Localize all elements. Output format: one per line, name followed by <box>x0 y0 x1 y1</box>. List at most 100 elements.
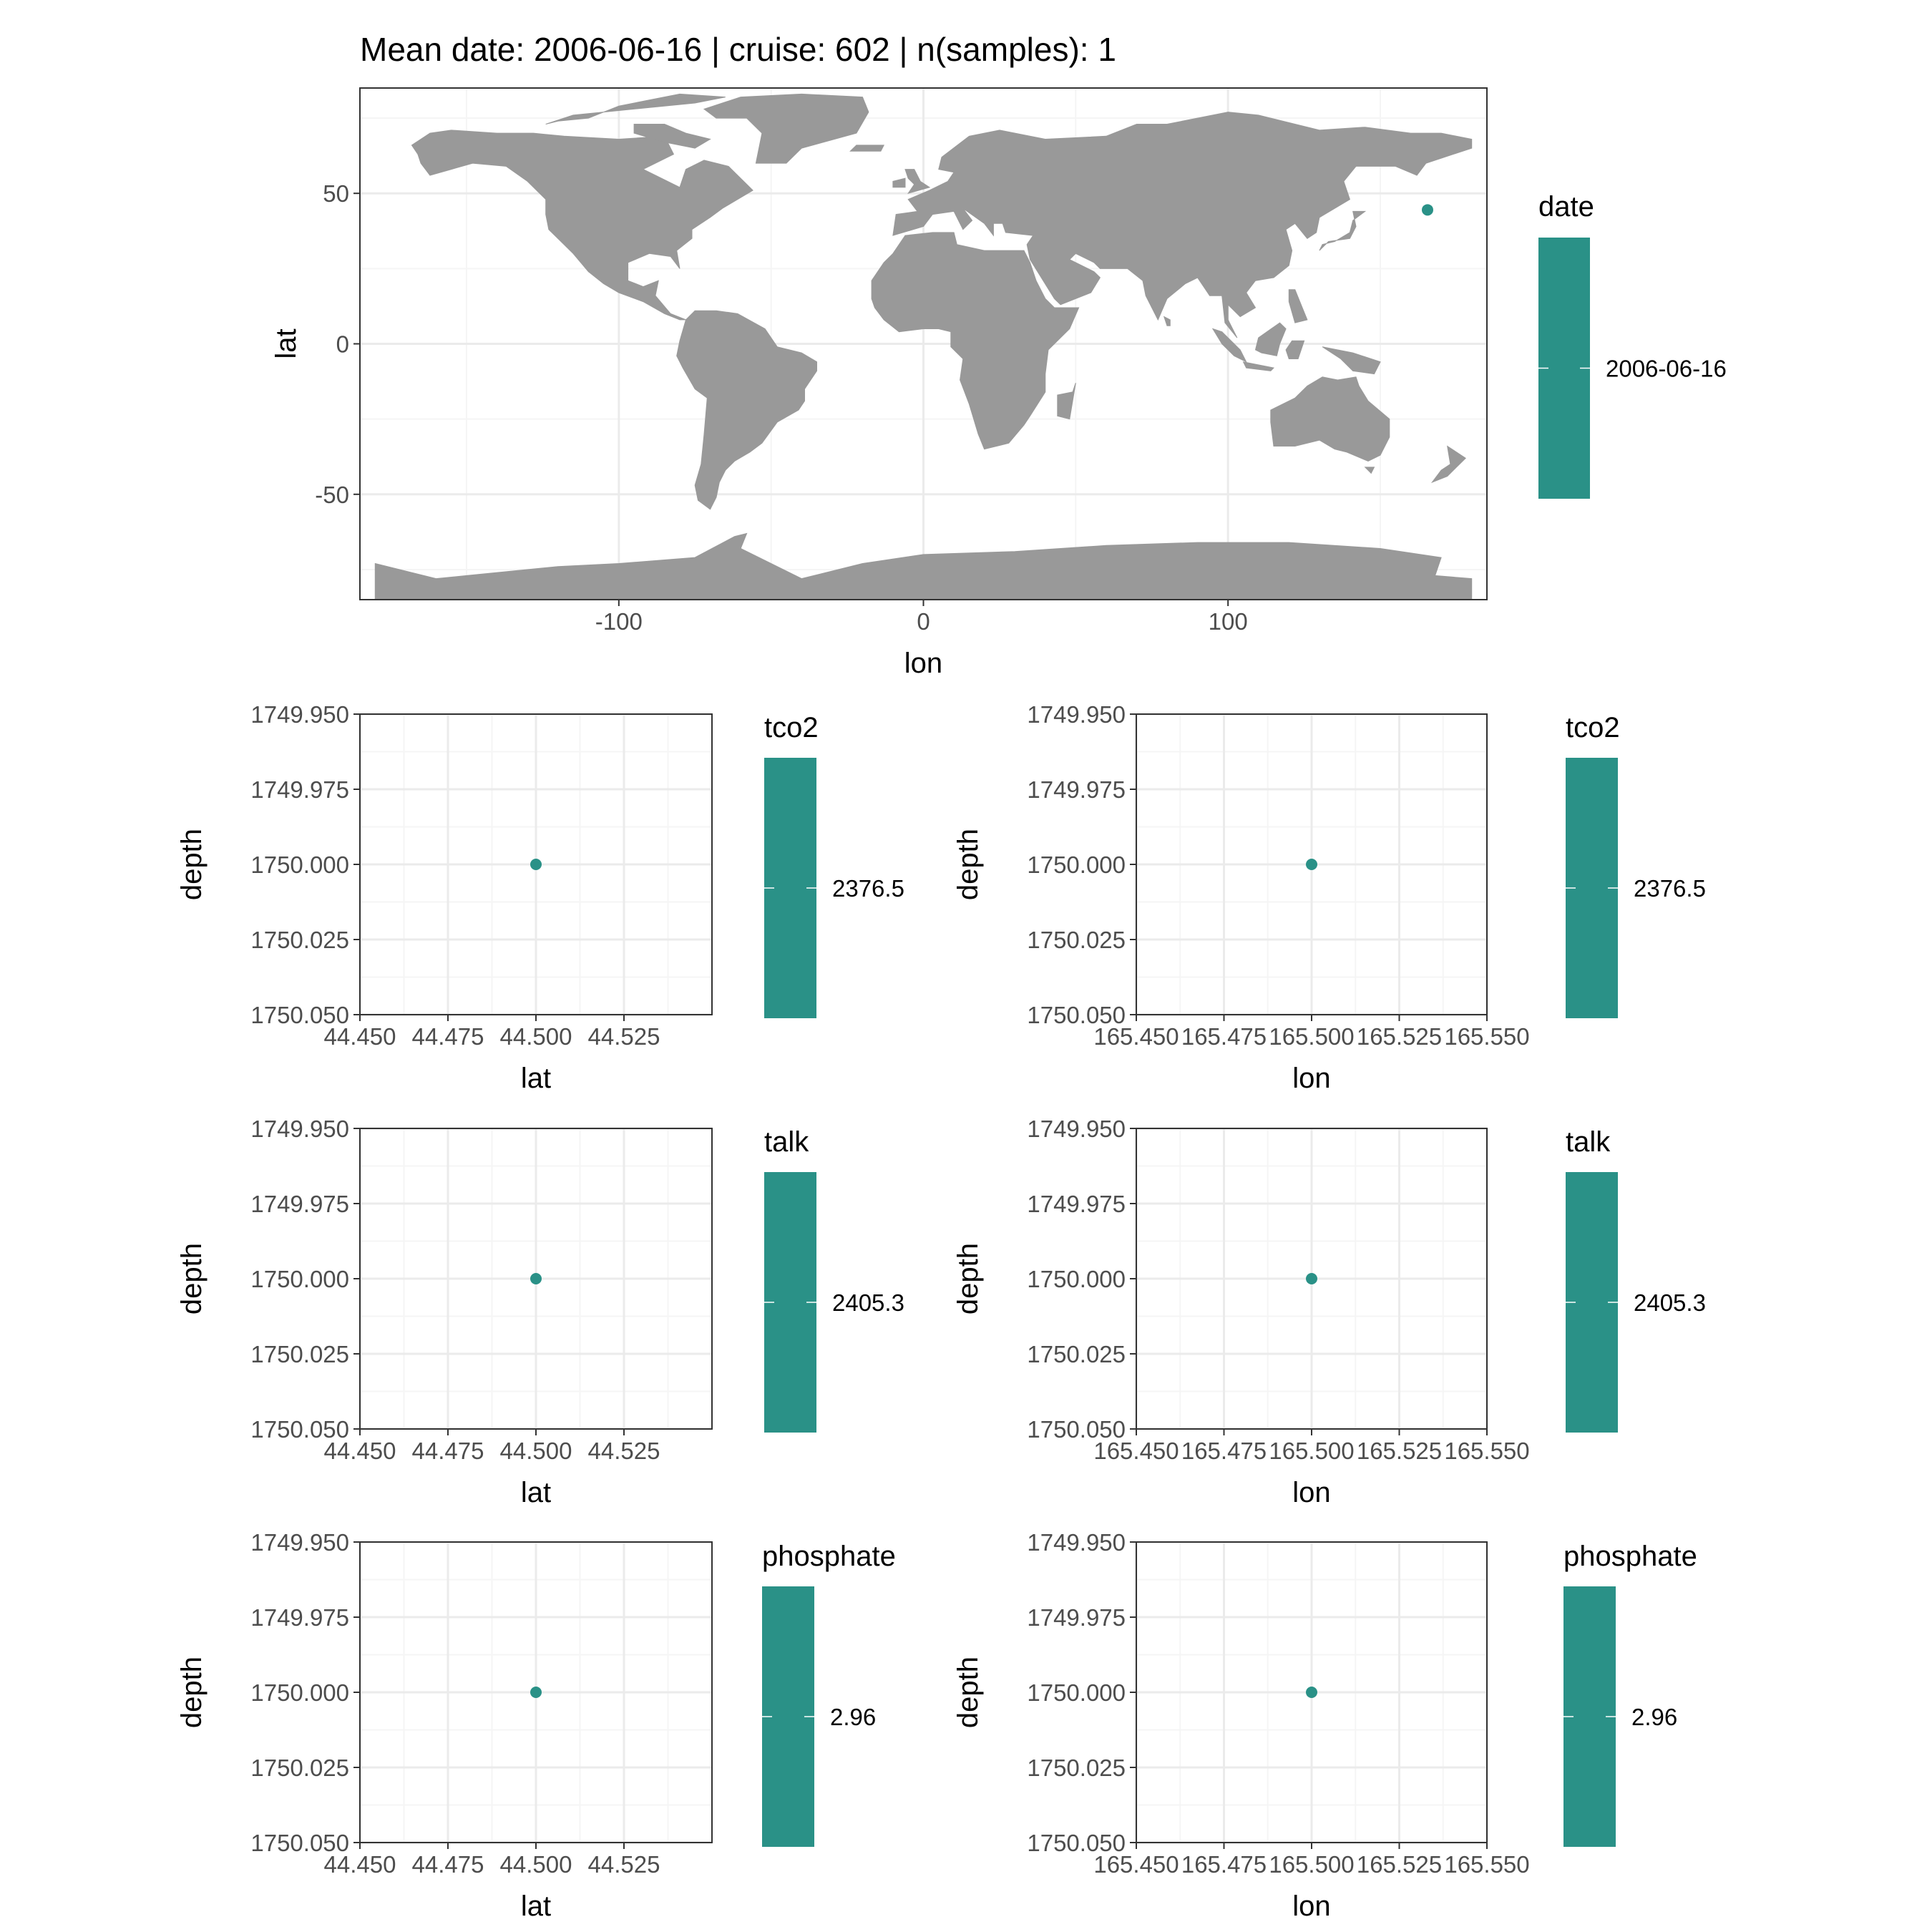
legend: tco2 2376.5 <box>1566 712 1706 1018</box>
land-mass <box>1242 361 1275 371</box>
land-mass <box>871 232 1080 450</box>
y-axis-title: depth <box>952 1657 984 1728</box>
x-tick-label: 0 <box>917 608 930 635</box>
x-tick-label: 165.550 <box>1444 1851 1529 1878</box>
panel-talk-lon: 165.450 165.475 165.500 165.525 165.550 1749.… <box>952 1116 1706 1508</box>
land-mass <box>1430 445 1466 484</box>
x-tick-label: 44.500 <box>500 1023 572 1050</box>
x-axis-title: lat <box>521 1477 551 1508</box>
legend-label: 2.96 <box>830 1704 876 1730</box>
x-tick-label: 165.525 <box>1357 1023 1442 1050</box>
x-tick-label: 100 <box>1209 608 1248 635</box>
legend-label: 2006-06-16 <box>1606 356 1727 382</box>
land-mass <box>374 532 1473 600</box>
y-tick-label: 1750.050 <box>1027 1002 1126 1028</box>
y-tick-label: 1750.025 <box>1027 927 1126 953</box>
x-axis-title: lon <box>1292 1890 1330 1922</box>
x-axis-title: lon <box>904 648 942 679</box>
y-tick-label: 1749.950 <box>250 1116 349 1142</box>
legend-label: 2376.5 <box>1634 875 1706 902</box>
data-point <box>1306 1687 1317 1698</box>
y-tick-label: 1749.950 <box>1027 1529 1126 1556</box>
y-tick-label: 1750.000 <box>1027 852 1126 878</box>
x-tick-label: 165.500 <box>1269 1023 1354 1050</box>
legend: talk 2405.3 <box>1566 1126 1706 1433</box>
panel-tco2-lat: 44.450 44.475 44.500 44.525 1749.950 1749.975… <box>176 701 904 1094</box>
y-tick-label: 1749.975 <box>250 1604 349 1631</box>
legend-title: talk <box>1566 1126 1611 1158</box>
x-axis-title: lon <box>1292 1063 1330 1094</box>
x-tick-label: 165.550 <box>1444 1438 1529 1464</box>
legend-title: date <box>1538 191 1594 223</box>
x-tick-label: 165.525 <box>1357 1851 1442 1878</box>
x-tick-label: 44.525 <box>588 1023 660 1050</box>
x-tick-label: 165.550 <box>1444 1023 1529 1050</box>
legend-title: tco2 <box>764 712 819 743</box>
x-tick-label: -100 <box>595 608 643 635</box>
x-axis-title: lat <box>521 1890 551 1922</box>
legend: phosphate 2.96 <box>762 1541 896 1847</box>
x-tick-label: 44.525 <box>588 1851 660 1878</box>
y-tick-label: 1750.050 <box>250 1002 349 1028</box>
y-tick-label: 1749.975 <box>250 776 349 803</box>
y-tick-label: 1750.000 <box>250 852 349 878</box>
land-mass <box>676 310 817 510</box>
panel-phosphate-lat: 44.450 44.475 44.500 44.525 1749.950 1749.975… <box>176 1529 896 1922</box>
y-axis-title: depth <box>952 829 984 900</box>
y-tick-label: 50 <box>323 180 349 207</box>
legend-title: tco2 <box>1566 712 1620 743</box>
land-mass <box>1254 322 1287 356</box>
x-tick-label: 165.500 <box>1269 1851 1354 1878</box>
panel-phosphate-lon: 165.450 165.475 165.500 165.525 165.550 1749.… <box>952 1529 1697 1922</box>
x-tick-label: 165.475 <box>1181 1438 1267 1464</box>
legend-label: 2376.5 <box>832 875 904 902</box>
land-mass <box>904 169 931 195</box>
data-point <box>530 859 542 870</box>
legend-label: 2405.3 <box>1634 1289 1706 1316</box>
land-mass <box>633 124 711 149</box>
x-axis-title: lat <box>521 1063 551 1094</box>
y-tick-label: 1749.975 <box>1027 1604 1126 1631</box>
y-tick-label: 1750.000 <box>1027 1679 1126 1706</box>
x-tick-label: 165.500 <box>1269 1438 1354 1464</box>
land-mass <box>1319 210 1367 251</box>
land-mass <box>545 93 726 125</box>
panels: -100 0 100 50 0 -50 lon lat date 2006-06-16 44.450… <box>176 87 1727 1922</box>
data-point <box>1306 859 1317 870</box>
y-tick-label: 1750.000 <box>1027 1266 1126 1292</box>
y-tick-label: 1749.950 <box>1027 1116 1126 1142</box>
y-tick-label: 1750.025 <box>250 927 349 953</box>
land-mass <box>849 145 885 152</box>
x-tick-label: 44.475 <box>412 1023 484 1050</box>
legend: tco2 2376.5 <box>764 712 904 1018</box>
panel-talk-lat: 44.450 44.475 44.500 44.525 1749.950 1749.975… <box>176 1116 904 1508</box>
land-mass <box>1211 328 1247 363</box>
y-axis-title: lat <box>270 328 302 358</box>
land-mass <box>1270 376 1390 462</box>
x-tick-label: 165.475 <box>1181 1851 1267 1878</box>
x-tick-label: 44.475 <box>412 1438 484 1464</box>
data-point <box>530 1273 542 1284</box>
y-tick-label: 1749.975 <box>1027 1191 1126 1217</box>
y-axis-title: depth <box>176 1243 208 1314</box>
y-tick-label: 0 <box>336 331 349 358</box>
land-mass <box>1163 316 1171 326</box>
y-axis-title: depth <box>176 1657 208 1728</box>
y-tick-label: 1749.950 <box>1027 701 1126 728</box>
land-mass <box>411 130 753 321</box>
x-tick-label: 165.450 <box>1093 1851 1179 1878</box>
data-point <box>1421 204 1433 216</box>
legend: date 2006-06-16 <box>1538 191 1727 499</box>
y-tick-label: 1750.050 <box>250 1830 349 1856</box>
panel-map: -100 0 100 50 0 -50 lon lat date 2006-06-16 <box>270 87 1727 679</box>
land-mass <box>1285 340 1305 359</box>
x-tick-label: 44.450 <box>324 1438 396 1464</box>
legend-title: phosphate <box>1563 1541 1697 1572</box>
land-mass <box>1364 467 1375 474</box>
land-mass <box>1057 383 1076 420</box>
y-tick-label: 1750.025 <box>250 1341 349 1367</box>
x-tick-label: 44.525 <box>588 1438 660 1464</box>
land-mass <box>1288 289 1308 323</box>
y-tick-label: 1749.975 <box>250 1191 349 1217</box>
